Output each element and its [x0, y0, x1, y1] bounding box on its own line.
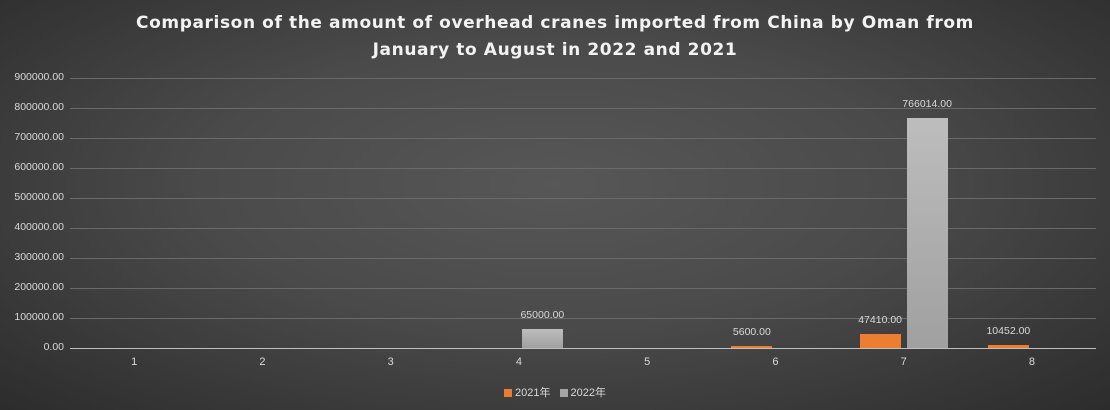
- x-tick-label: 2: [259, 356, 266, 368]
- data-label: 10452.00: [986, 324, 1031, 337]
- y-tick-label: 400000.00: [14, 221, 64, 233]
- y-tick-label: 500000.00: [14, 191, 64, 203]
- legend-label-2021: 2021年: [514, 387, 551, 399]
- gridline: [70, 108, 1096, 109]
- y-tick-label: 100000.00: [14, 311, 64, 323]
- gridline: [70, 228, 1096, 229]
- y-tick-label: 300000.00: [14, 251, 64, 263]
- legend: 2021年 2022年: [0, 384, 1110, 400]
- bar-2022-cat-7[interactable]: [906, 118, 948, 348]
- x-tick-label: 1: [131, 356, 138, 368]
- legend-swatch-2022: [559, 389, 568, 398]
- bar-2021-cat-8[interactable]: [987, 344, 1029, 348]
- x-tick-label: 3: [387, 356, 394, 368]
- gridline: [70, 78, 1096, 79]
- data-label: 65000.00: [520, 308, 565, 321]
- y-tick-label: 900000.00: [14, 71, 64, 83]
- legend-item-2022[interactable]: 2022年: [559, 384, 607, 400]
- y-tick-label: 700000.00: [14, 131, 64, 143]
- legend-label-2022: 2022年: [570, 387, 607, 399]
- bar-2021-cat-6[interactable]: [731, 346, 773, 348]
- chart-title: Comparison of the amount of overhead cra…: [0, 10, 1110, 64]
- x-axis-line: [70, 348, 1096, 349]
- bar-2021-cat-7[interactable]: [859, 333, 901, 348]
- data-label: 766014.00: [902, 98, 952, 111]
- gridline: [70, 138, 1096, 139]
- gridline: [70, 168, 1096, 169]
- gridline: [70, 288, 1096, 289]
- y-tick-label: 600000.00: [14, 161, 64, 173]
- gridline: [70, 198, 1096, 199]
- y-tick-label: 0.00: [43, 341, 64, 353]
- x-tick-label: 7: [900, 356, 907, 368]
- y-tick-label: 200000.00: [14, 281, 64, 293]
- legend-item-2021[interactable]: 2021年: [503, 384, 551, 400]
- y-tick-label: 800000.00: [14, 101, 64, 113]
- chart-title-line-1: Comparison of the amount of overhead cra…: [136, 13, 974, 33]
- gridline: [70, 318, 1096, 319]
- x-tick-label: 4: [515, 356, 522, 368]
- x-tick-label: 8: [1028, 356, 1035, 368]
- x-tick-label: 6: [772, 356, 779, 368]
- gridline: [70, 258, 1096, 259]
- bar-2022-cat-4[interactable]: [521, 328, 563, 348]
- chart-title-line-2: January to August in 2022 and 2021: [372, 40, 738, 60]
- data-label: 47410.00: [858, 313, 903, 326]
- x-tick-label: 5: [644, 356, 651, 368]
- legend-swatch-2021: [503, 389, 512, 398]
- data-label: 5600.00: [732, 326, 771, 338]
